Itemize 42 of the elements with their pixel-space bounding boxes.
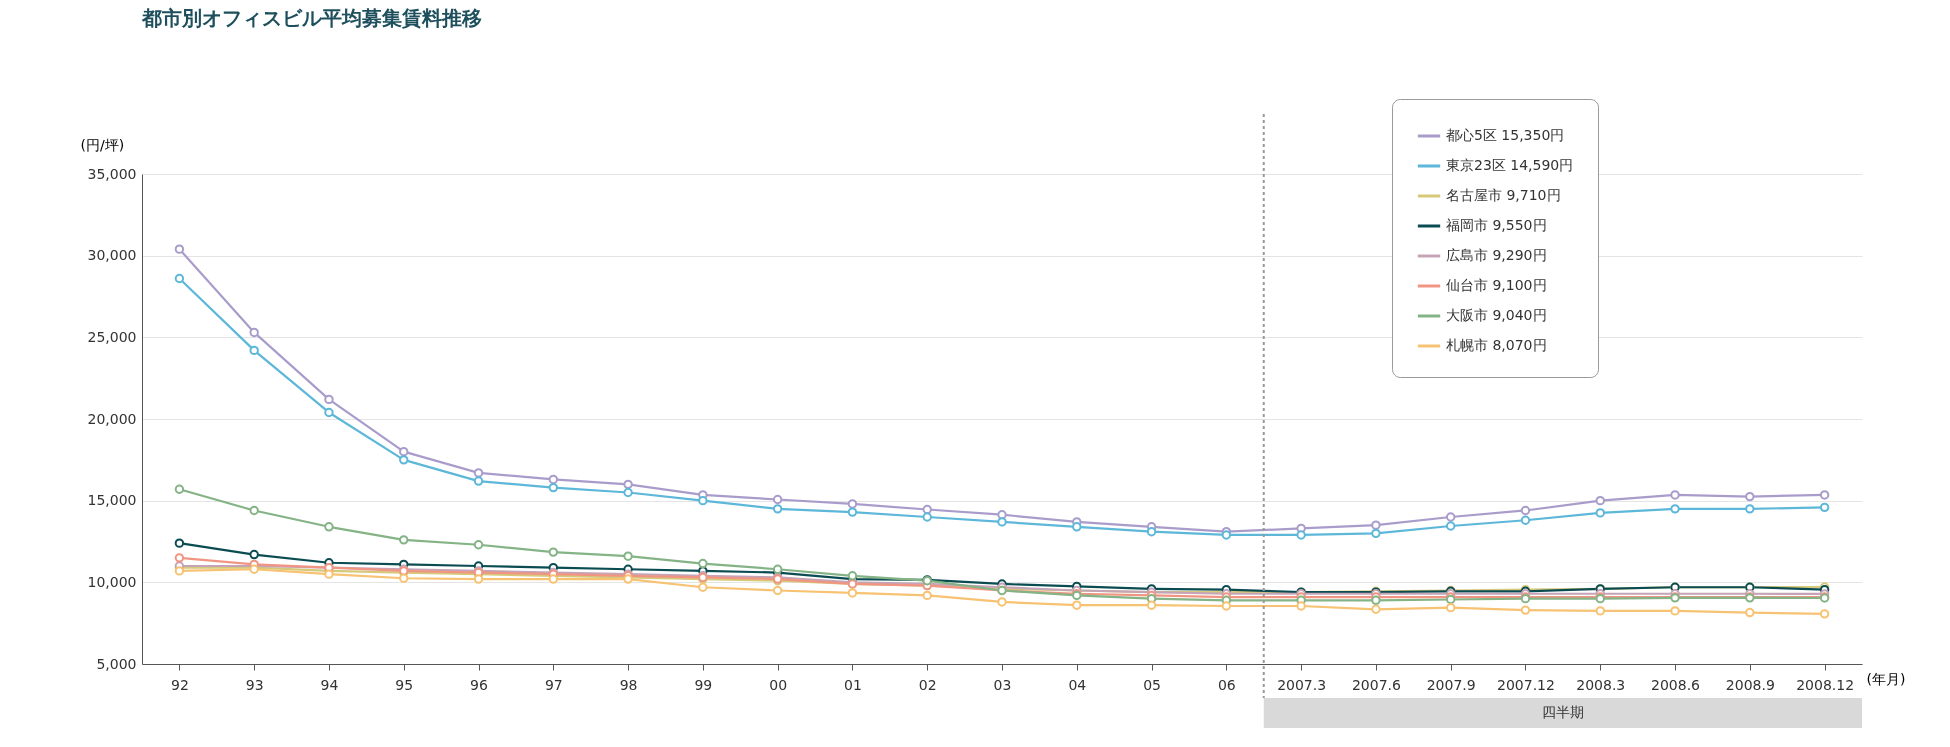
x-tick-label: 01 [844,676,862,693]
y-tick-label: 10,000 [87,573,137,590]
x-tick-label: 06 [1217,676,1236,693]
x-tick-label: 04 [1068,676,1087,693]
legend-label: 名古屋市 9,710円 [1446,187,1561,203]
x-tick-label: 03 [993,676,1012,693]
legend-label: 東京23区 14,590円 [1446,157,1574,173]
y-axis-title: (円/坪) [80,136,125,153]
x-tick-label: 95 [395,676,414,693]
x-tick-label: 2008.12 [1796,676,1855,693]
x-tick-label: 98 [619,676,638,693]
x-tick-label: 2008.6 [1651,676,1701,693]
y-tick-label: 20,000 [87,410,137,427]
x-tick-label: 94 [320,676,339,693]
y-tick-label: 5,000 [96,655,137,672]
x-tick-label: 00 [769,676,788,693]
x-tick-label: 2007.9 [1426,676,1476,693]
x-tick-label: 2008.3 [1576,676,1626,693]
y-tick-label: 30,000 [87,247,137,264]
x-axis-title: (年月) [1866,670,1906,687]
x-tick-label: 93 [245,676,264,693]
x-tick-label: 97 [544,676,563,693]
y-tick-label: 25,000 [87,328,137,345]
text: 四半期 [1541,704,1584,720]
x-tick-label: 2007.6 [1351,676,1401,693]
x-tick-label: 2008.9 [1725,676,1775,693]
x-tick-label: 92 [170,676,189,693]
legend-label: 広島市 9,290円 [1446,247,1547,263]
legend-label: 札幌市 8,070円 [1446,337,1547,353]
legend-label: 都心5区 15,350円 [1446,127,1565,143]
x-tick-label: 2007.3 [1277,676,1327,693]
x-tick-label: 99 [694,676,713,693]
legend-label: 福岡市 9,550円 [1446,217,1547,233]
y-tick-label: 35,000 [87,165,137,182]
x-tick-label: 02 [918,676,937,693]
chart-title: 都市別オフィスビル平均募集賃料推移 [141,5,482,30]
x-tick-label: 05 [1143,676,1161,693]
legend-label: 大阪市 9,040円 [1446,307,1547,323]
legend-label: 仙台市 9,100円 [1446,277,1547,293]
x-tick-label: 96 [470,676,489,693]
y-tick-label: 15,000 [87,492,137,509]
x-tick-label: 2007.12 [1497,676,1555,693]
